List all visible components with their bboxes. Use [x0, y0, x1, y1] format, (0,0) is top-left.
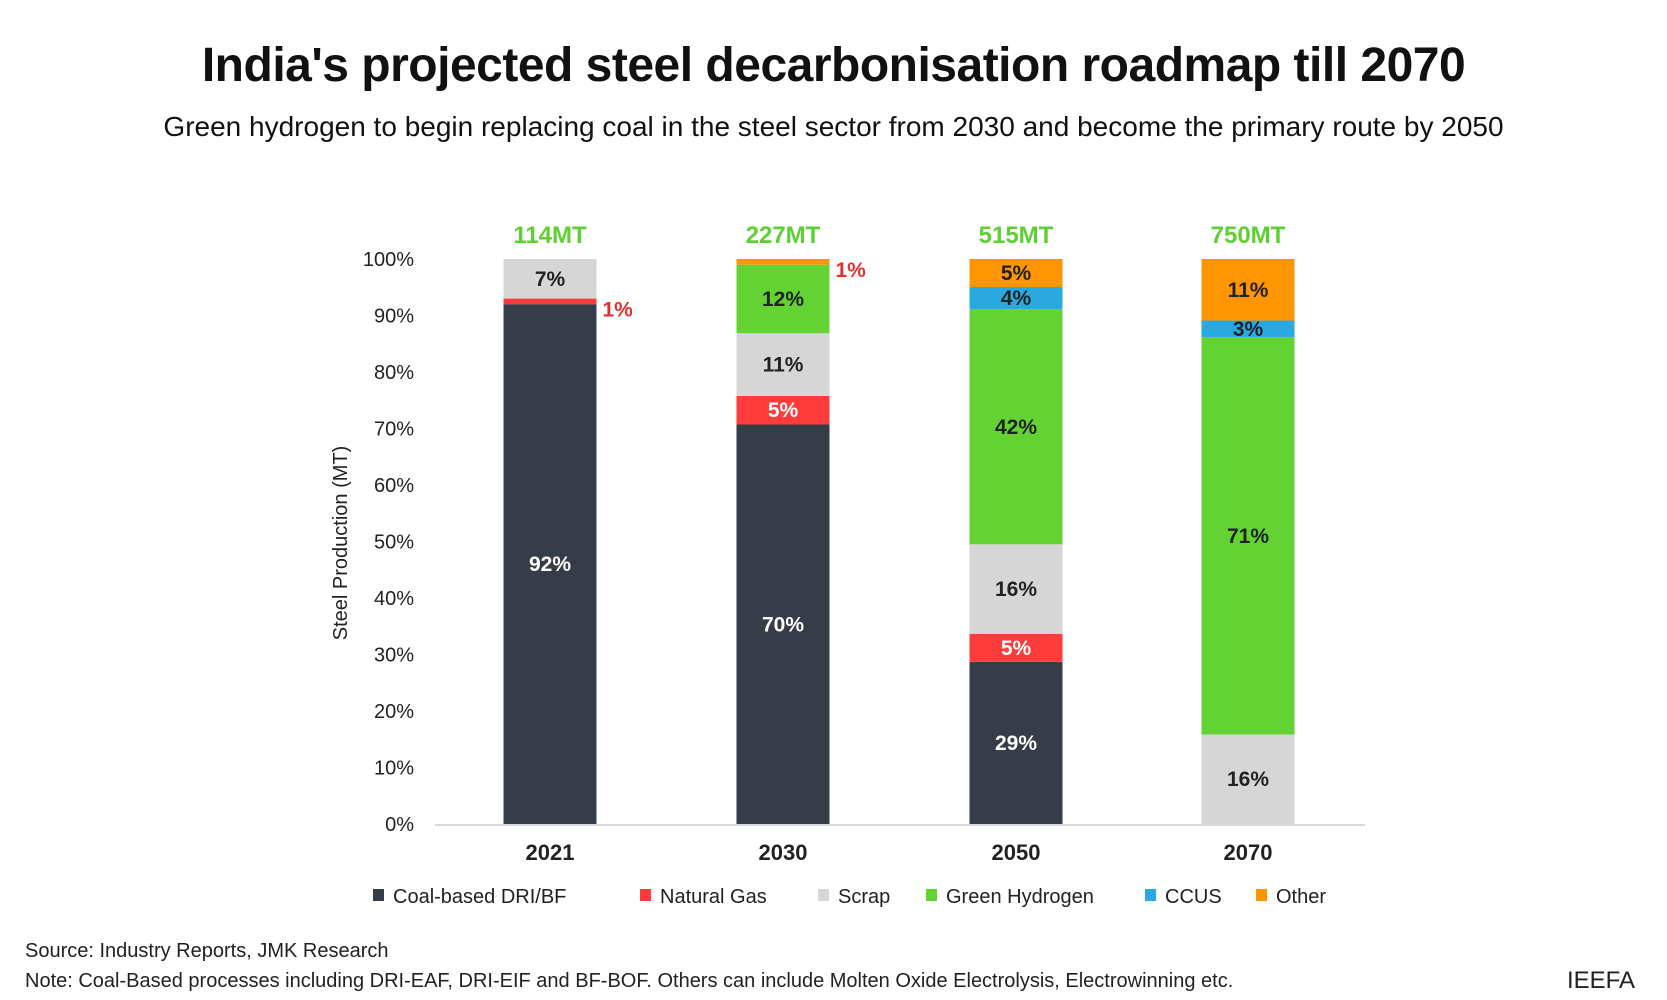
stacked-bar-chart: 0% 10% 20% 30% 40% 50% 60% 70% 80% 90% 100% Steel P…	[330, 222, 1365, 908]
bar-segment-scrap	[503, 259, 597, 299]
total-label: 515MT	[979, 222, 1054, 249]
data-label: 16%	[995, 578, 1037, 601]
bar-segment-natural-gas	[503, 298, 597, 305]
bar-segment-coal-based-dri-bf	[969, 661, 1063, 824]
legend-item: Scrap	[838, 886, 890, 908]
bar-segment-coal-based-dri-bf	[503, 304, 597, 824]
data-label: 1%	[603, 298, 634, 321]
bar-segment-green-hydrogen	[969, 309, 1063, 545]
data-label: 1%	[836, 259, 867, 282]
bar-segment-other	[969, 259, 1063, 287]
source-note: Source: Industry Reports, JMK Research	[25, 940, 389, 962]
y-tick-label: 40%	[374, 588, 414, 610]
bar-segment-scrap	[1201, 734, 1295, 824]
data-label: 12%	[762, 288, 804, 311]
data-label: 4%	[1001, 287, 1032, 310]
legend-item: Natural Gas	[660, 886, 767, 908]
y-tick-label: 90%	[374, 306, 414, 328]
data-label: 5%	[768, 399, 799, 422]
data-label: 5%	[1001, 637, 1032, 660]
bar-segment-natural-gas	[969, 633, 1063, 662]
legend-swatch	[1256, 889, 1267, 901]
data-label: 16%	[1227, 768, 1269, 791]
data-label: 70%	[762, 613, 804, 636]
bar-segment-ccus	[1201, 320, 1295, 338]
chart-title: India's projected steel decarbonisation …	[201, 39, 1466, 92]
bar-segment-green-hydrogen	[1201, 337, 1295, 735]
data-label: 11%	[763, 354, 804, 377]
legend-swatch	[373, 889, 384, 901]
legend-swatch	[1145, 889, 1156, 901]
bar-segment-other	[736, 259, 830, 265]
x-tick-label: 2070	[1224, 840, 1273, 865]
legend-item: Green Hydrogen	[946, 886, 1094, 908]
y-tick-label: 50%	[374, 532, 414, 554]
bar-segment-ccus	[969, 286, 1063, 310]
bar-segment-green-hydrogen	[736, 264, 830, 334]
bar-segment-scrap	[969, 544, 1063, 634]
bar-segment-scrap	[736, 333, 830, 396]
bar-segment-natural-gas	[736, 395, 830, 425]
y-tick-label: 10%	[374, 758, 414, 780]
y-tick-label: 0%	[385, 814, 414, 836]
data-label: 92%	[529, 553, 571, 576]
data-label: 5%	[1001, 262, 1032, 285]
x-tick-label: 2030	[759, 840, 808, 865]
x-tick-label: 2050	[992, 840, 1041, 865]
brand-logo: IEEFA	[1567, 967, 1636, 994]
total-label: 114MT	[513, 222, 587, 249]
data-label: 71%	[1227, 525, 1269, 548]
legend-item: CCUS	[1165, 886, 1222, 908]
total-label: 750MT	[1211, 222, 1286, 249]
y-tick-label: 60%	[374, 475, 414, 497]
y-tick-label: 80%	[374, 362, 414, 384]
y-tick-label: 100%	[363, 249, 414, 271]
data-label: 3%	[1233, 318, 1264, 341]
legend-swatch	[818, 889, 829, 901]
legend-item: Other	[1276, 886, 1326, 908]
y-tick-label: 70%	[374, 419, 414, 441]
chart-subtitle: Green hydrogen to begin replacing coal i…	[163, 111, 1504, 142]
y-tick-label: 30%	[374, 645, 414, 667]
data-label: 11%	[1228, 279, 1269, 302]
data-label: 7%	[535, 268, 566, 291]
y-tick-label: 20%	[374, 701, 414, 723]
legend-swatch	[640, 889, 651, 901]
y-axis-title: Steel Production (MT)	[330, 446, 352, 641]
bar-segment-coal-based-dri-bf	[736, 424, 830, 824]
legend-swatch	[926, 889, 937, 901]
bar-segment-other	[1201, 259, 1295, 321]
data-label: 42%	[995, 416, 1037, 439]
legend-item: Coal-based DRI/BF	[393, 886, 566, 908]
total-label: 227MT	[746, 222, 821, 249]
data-label: 29%	[995, 732, 1037, 755]
footnote: Note: Coal-Based processes including DRI…	[25, 970, 1234, 992]
x-tick-label: 2021	[526, 840, 575, 865]
